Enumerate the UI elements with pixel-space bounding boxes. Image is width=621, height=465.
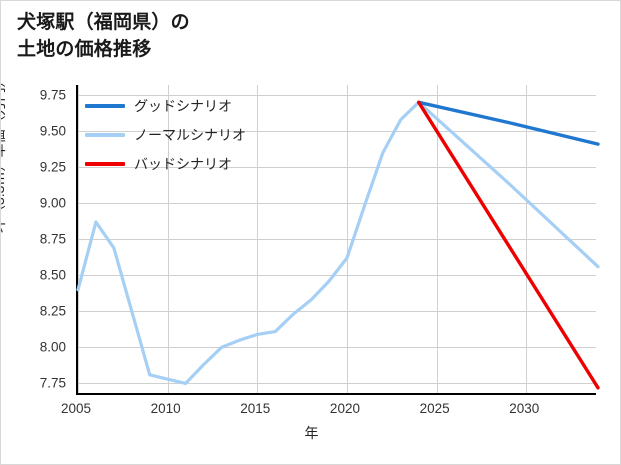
y-axis-tick-label: 8.25 [39,303,66,319]
gridline-vertical [257,85,259,393]
legend-item[interactable]: グッドシナリオ [85,96,246,116]
y-axis-tick-label: 9.00 [39,195,66,211]
gridline-vertical [78,85,79,393]
series-line [76,100,600,386]
legend-color-swatch [85,162,125,166]
x-axis-tick-label: 2030 [509,401,540,416]
legend-color-swatch [85,104,125,108]
gridline-horizontal [78,311,596,313]
y-axis-tick-label: 9.75 [39,87,66,103]
gridline-horizontal [78,239,596,241]
gridline-vertical [167,85,169,393]
y-axis-tick-label: 9.25 [39,159,66,175]
series-line [416,100,600,390]
x-axis-tick-label: 2020 [329,401,360,416]
x-axis-tick-label: 2010 [150,401,181,416]
legend: グッドシナリオ ノーマルシナリオ バッドシナリオ [85,96,246,174]
plot-area [76,85,600,395]
series-line [416,100,600,146]
legend-item[interactable]: ノーマルシナリオ [85,125,246,145]
gridline-vertical [526,85,528,393]
x-axis-label: 年 [304,425,319,441]
y-axis-tick-label: 8.75 [39,231,66,247]
gridline-vertical [436,85,438,393]
x-axis-tick-label: 2015 [240,401,271,416]
y-axis-label: 坪（3.3㎡）単価（万円） [0,73,7,233]
gridline-horizontal [78,131,596,133]
gridline-horizontal [78,95,596,97]
gridline-horizontal [78,347,596,349]
legend-label: グッドシナリオ [134,98,232,114]
y-axis-tick-label: 9.50 [39,123,66,139]
legend-color-swatch [85,133,125,137]
gridline-horizontal [78,167,596,169]
legend-label: バッドシナリオ [134,156,232,172]
y-axis-tick-label: 8.50 [39,267,66,283]
gridline-vertical [346,85,348,393]
y-axis-tick-label: 8.00 [39,339,66,355]
legend-label: ノーマルシナリオ [134,127,246,143]
page-title: 犬塚駅（福岡県）の 土地の価格推移 [17,12,190,60]
series-lines [76,100,600,390]
x-axis-tick-label: 2025 [419,401,450,416]
gridline-horizontal [78,203,596,205]
gridline-horizontal [78,275,596,277]
gridline-horizontal [78,383,596,385]
x-axis-tick-label: 2005 [60,401,92,416]
y-axis-tick-label: 7.75 [39,375,66,391]
legend-item[interactable]: バッドシナリオ [85,154,246,174]
